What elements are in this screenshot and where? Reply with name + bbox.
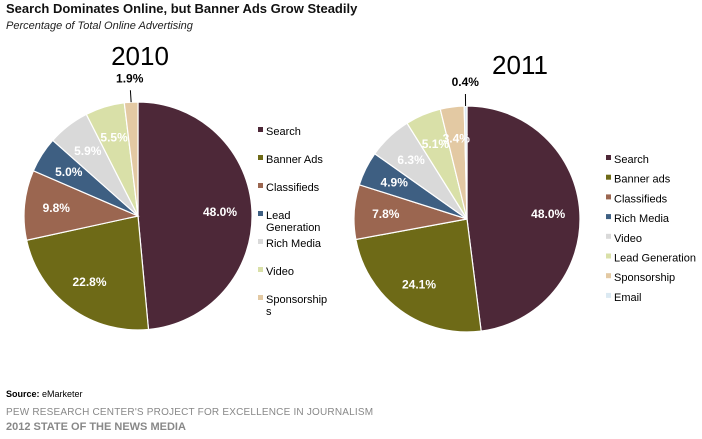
pie-slice-email bbox=[463, 105, 468, 220]
slice-value-label: 24.1% bbox=[402, 278, 436, 292]
legend-swatch bbox=[606, 253, 611, 259]
legend-label: Classifieds bbox=[614, 193, 668, 205]
slice-value-label: 4.9% bbox=[381, 176, 409, 190]
legend-swatch bbox=[606, 273, 611, 279]
slice-value-label: 5.9% bbox=[74, 144, 102, 158]
legend-swatch bbox=[258, 183, 263, 188]
legend-label: Rich Media bbox=[614, 213, 670, 225]
slice-value-label: 5.1% bbox=[422, 137, 450, 151]
slice-value-label: 9.8% bbox=[43, 201, 71, 215]
legend-swatch bbox=[258, 295, 263, 300]
pie-slice-banner-ads bbox=[25, 215, 150, 331]
pie-title: 2010 bbox=[111, 41, 169, 71]
pie-slice-search bbox=[137, 101, 253, 331]
legend-swatch bbox=[606, 194, 611, 200]
chart-subtitle: Percentage of Total Online Advertising bbox=[6, 20, 193, 32]
source-label: Source: bbox=[6, 389, 40, 399]
legend-label: Video bbox=[266, 266, 294, 278]
organization-name: PEW RESEARCH CENTER'S PROJECT FOR EXCELL… bbox=[6, 407, 374, 418]
slice-value-label: 22.8% bbox=[72, 275, 106, 289]
legend-swatch bbox=[606, 233, 611, 239]
slice-value-label: 1.9% bbox=[116, 71, 144, 85]
legend-label: Sponsorship bbox=[614, 272, 675, 284]
legend-swatch bbox=[258, 127, 263, 132]
legend-label: Banner ads bbox=[614, 174, 671, 186]
source-value: eMarketer bbox=[42, 389, 83, 399]
legend-label: Sponsorship bbox=[266, 294, 327, 306]
legend-swatch bbox=[606, 292, 611, 298]
legend-swatch bbox=[606, 174, 611, 180]
legend-swatch bbox=[258, 155, 263, 160]
source-line: Source: eMarketer bbox=[6, 389, 83, 399]
pie-slice-sponsorships bbox=[123, 101, 139, 217]
pie-chart-2010: 2010 48.0% 22.8% 9.8% 5.0% 5.9%5.5% 1.9% Search… bbox=[23, 41, 327, 331]
legend-label: Lead Generation bbox=[614, 253, 696, 265]
legend-swatch bbox=[258, 239, 263, 244]
legend-label: Banner Ads bbox=[266, 154, 323, 166]
legend-label: s bbox=[266, 306, 272, 318]
slice-value-label: 6.3% bbox=[397, 153, 425, 167]
legend-label: Search bbox=[266, 126, 301, 138]
pie-slice-banner-ads bbox=[355, 218, 482, 333]
slice-value-label: 48.0% bbox=[203, 205, 237, 219]
pie-slice-search bbox=[466, 105, 581, 332]
legend-label: Generation bbox=[266, 222, 320, 234]
slice-value-label: 0.4% bbox=[452, 75, 480, 89]
pie-title: 2011 bbox=[492, 50, 548, 80]
legend-label: Rich Media bbox=[266, 238, 322, 250]
report-name: 2012 STATE OF THE NEWS MEDIA bbox=[6, 421, 186, 433]
legend-swatch bbox=[606, 155, 611, 160]
legend-label: Video bbox=[614, 233, 642, 245]
slice-value-label: 5.0% bbox=[55, 165, 83, 179]
pie-chart-2011: 2011 48.0% 24.1% 7.8% 4.9% 6.3% 5.1%3.4% 0.4% Se… bbox=[353, 50, 696, 333]
legend-swatch bbox=[606, 214, 611, 220]
slice-value-label: 5.5% bbox=[100, 131, 128, 145]
legend-label: Classifieds bbox=[266, 182, 320, 194]
legend-label: Search bbox=[614, 154, 649, 166]
legend-swatch bbox=[258, 267, 263, 272]
legend-swatch bbox=[258, 211, 263, 216]
legend-label: Email bbox=[614, 292, 642, 304]
slice-value-label: 7.8% bbox=[372, 207, 400, 221]
leader-line bbox=[129, 90, 132, 103]
legend-label: Lead bbox=[266, 210, 290, 222]
chart-title: Search Dominates Online, but Banner Ads … bbox=[6, 1, 358, 16]
slice-value-label: 48.0% bbox=[531, 207, 565, 221]
slice-value-label: 3.4% bbox=[443, 131, 471, 145]
